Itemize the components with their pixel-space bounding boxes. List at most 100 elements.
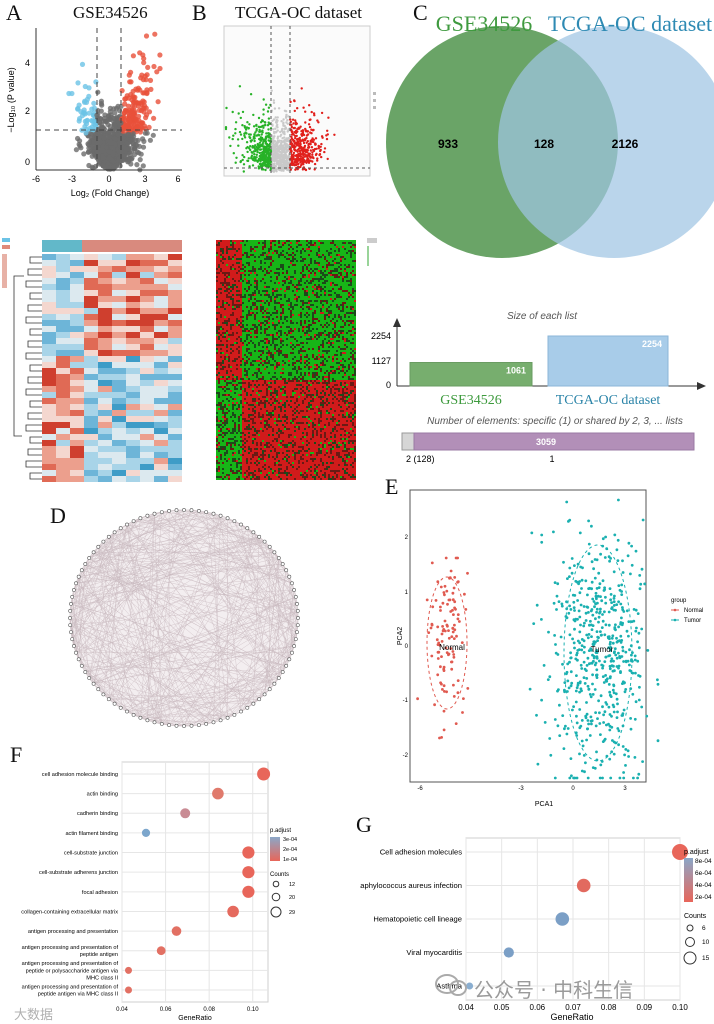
volcano-point [106,134,112,140]
heatmap-cell [56,272,70,278]
heatmap-cell [216,258,218,260]
volcano-point [143,105,149,111]
heatmap-cell [270,248,272,250]
heatmap-cell [218,270,220,272]
heatmap-cell [248,260,250,262]
heatmap-cell [230,266,232,268]
heatmap-cell [274,266,276,268]
heatmap-cell [296,240,298,242]
heatmap-cell [226,240,228,242]
heatmap-cell [338,296,340,298]
volcano-point [283,127,286,130]
volcano-point [280,129,283,133]
heatmap-cell [330,258,332,260]
heatmap-cell [302,282,304,284]
heatmap-cell [316,280,318,282]
venn-diagram: GSE34526 TCGA-OC dataset 933 128 2126 [386,11,714,258]
heatmap-cell [282,306,284,308]
heatmap-cell [338,244,340,246]
heatmap-cell [70,278,84,284]
heatmap-cell [264,242,266,244]
heatmap-cell [280,292,282,294]
heatmap-cell [218,302,220,304]
heatmap-cell [228,286,230,288]
heatmap-cell [322,284,324,286]
heatmap-cell [242,288,244,290]
heatmap-cell [314,286,316,288]
heatmap-cell [296,262,298,264]
heatmap-cell [276,280,278,282]
heatmap-cell [226,292,228,294]
heatmap-cell [298,272,300,274]
heatmap-cell [350,304,352,306]
dendrogram-branch [27,376,42,384]
heatmap-cell [328,292,330,294]
heatmap-cell [284,260,286,262]
heatmap-cell [84,464,98,470]
heatmap-cell [112,422,126,428]
heatmap-cell [246,246,248,248]
heatmap-cell [244,248,246,250]
heatmap-cell [254,262,256,264]
heatmap-cell [278,248,280,250]
heatmap-cell [328,302,330,304]
heatmap-cell [70,350,84,356]
heatmap-cell [326,248,328,250]
heatmap-cell [252,276,254,278]
heatmap-cell [236,308,238,310]
heatmap-cell [98,368,112,374]
heatmap-cell [302,306,304,308]
heatmap-cell [336,284,338,286]
volcano-point [269,137,273,140]
heatmap-cell [344,286,346,288]
heatmap-cell [268,266,270,268]
heatmap-cell [260,308,262,310]
heatmap-cell [154,344,168,350]
heatmap-cell [254,306,256,308]
heatmap-cell [222,280,224,282]
volcano-point [75,105,81,112]
heatmap-cell [70,392,84,398]
heatmap-cell [226,260,228,262]
heatmap-cell [280,240,282,242]
volcano-point [306,155,309,158]
heatmap-cell [310,284,312,286]
heatmap-cell [334,290,336,292]
heatmap-cell [222,258,224,260]
heatmap-cell [228,252,230,254]
heatmap-cell [290,266,292,268]
volcano-points [66,31,163,173]
heatmap-cell [292,264,294,266]
heatmap-cell [348,242,350,244]
heatmap-cell [350,284,352,286]
heatmap-cell [262,296,264,298]
heatmap-cell [256,296,258,298]
heatmap-cell [84,308,98,314]
heatmap-cell [84,284,98,290]
heatmap-cell [42,284,56,290]
heatmap-cell [296,270,298,272]
heatmap-cell [304,302,306,304]
heatmap-cell [300,266,302,268]
heatmap-cell [250,242,252,244]
heatmap-cell [296,248,298,250]
heatmap-cell [320,290,322,292]
heatmap-cell [302,308,304,310]
heatmap-cell [264,240,266,242]
heatmap-cell [322,250,324,252]
volcano-point [147,77,154,83]
heatmap-cell [350,298,352,300]
heatmap-cell [168,446,182,452]
heatmap-cell [354,260,356,262]
heatmap-cell [126,266,140,272]
volcano-point [100,155,107,161]
heatmap-cell [272,284,274,286]
heatmap-cell [232,250,234,252]
volcano-point [253,147,256,150]
heatmap-cell [316,276,318,278]
heatmap-cell [332,298,334,300]
volcano-point [309,118,312,121]
heatmap-cell [252,288,254,290]
heatmap-cell [328,264,330,266]
volcano-point [135,87,141,93]
